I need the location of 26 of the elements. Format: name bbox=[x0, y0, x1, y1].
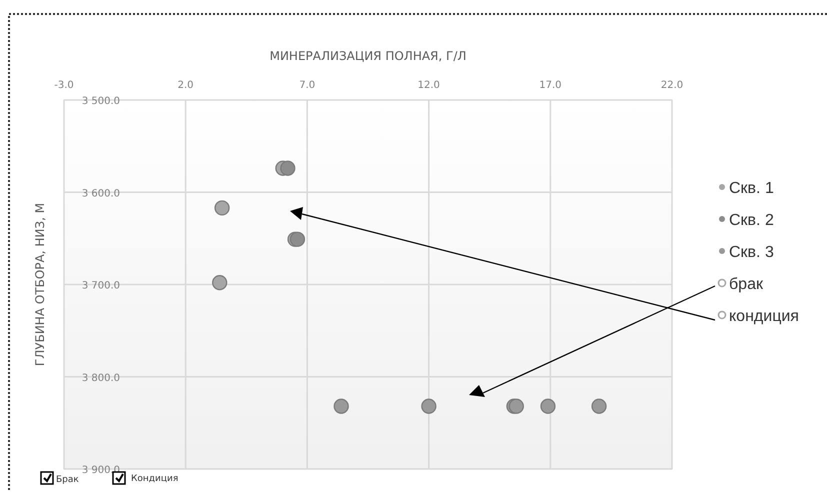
text: Брак bbox=[56, 475, 80, 485]
legend-label: Скв. 2 bbox=[729, 212, 774, 229]
point bbox=[280, 160, 296, 176]
y-axis-title: ГЛУБИНА ОТБОРА, НИЗ, М bbox=[33, 202, 47, 366]
point bbox=[214, 200, 230, 216]
x-tick-label: 17.0 bbox=[539, 80, 562, 91]
y-tick-label: 3 600.0 bbox=[82, 188, 120, 200]
x-axis-title: МИНЕРАЛИЗАЦИЯ ПОЛНАЯ, Г/Л bbox=[270, 49, 466, 63]
x-tick-label: 12.0 bbox=[418, 80, 440, 91]
text: брак bbox=[729, 276, 764, 293]
point bbox=[540, 398, 556, 414]
point bbox=[334, 398, 349, 414]
legend-label: Скв. 3 bbox=[729, 244, 774, 261]
point bbox=[591, 398, 607, 414]
text: Кондиция bbox=[131, 474, 178, 484]
point bbox=[421, 398, 436, 414]
x-tick-label: -3.0 bbox=[54, 80, 74, 91]
point bbox=[212, 275, 228, 290]
text: кондиция bbox=[729, 308, 799, 325]
y-tick-label: 3 700.0 bbox=[82, 280, 120, 292]
x-tick-label: 22.0 bbox=[660, 80, 684, 91]
legend-label: Скв. 1 bbox=[729, 180, 774, 197]
x-tick-label: 2.0 bbox=[178, 80, 194, 91]
y-tick-label: 3 800.0 bbox=[82, 372, 120, 384]
x-tick-label: 7.0 bbox=[299, 80, 316, 91]
y-tick-label: 3 500.0 bbox=[82, 96, 120, 107]
